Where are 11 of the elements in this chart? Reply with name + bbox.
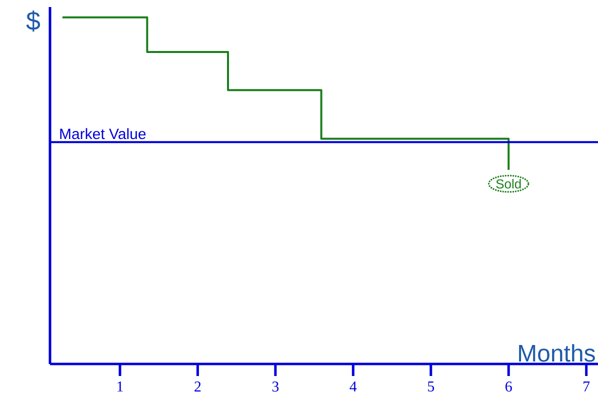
x-tick-label: 3 — [272, 382, 279, 392]
x-tick-label: 6 — [505, 382, 512, 392]
y-axis-title: $ — [26, 10, 40, 32]
x-tick-label: 7 — [584, 382, 590, 392]
annotation: Sold — [496, 178, 521, 189]
x-tick-label: 5 — [428, 382, 434, 392]
x-tick-label: 1 — [118, 382, 123, 392]
x-tick-label: 4 — [350, 382, 357, 392]
x-axis-title: Months — [519, 344, 595, 362]
x-tick-label: 2 — [194, 382, 201, 392]
ref-line-label: Market Value — [60, 128, 146, 140]
